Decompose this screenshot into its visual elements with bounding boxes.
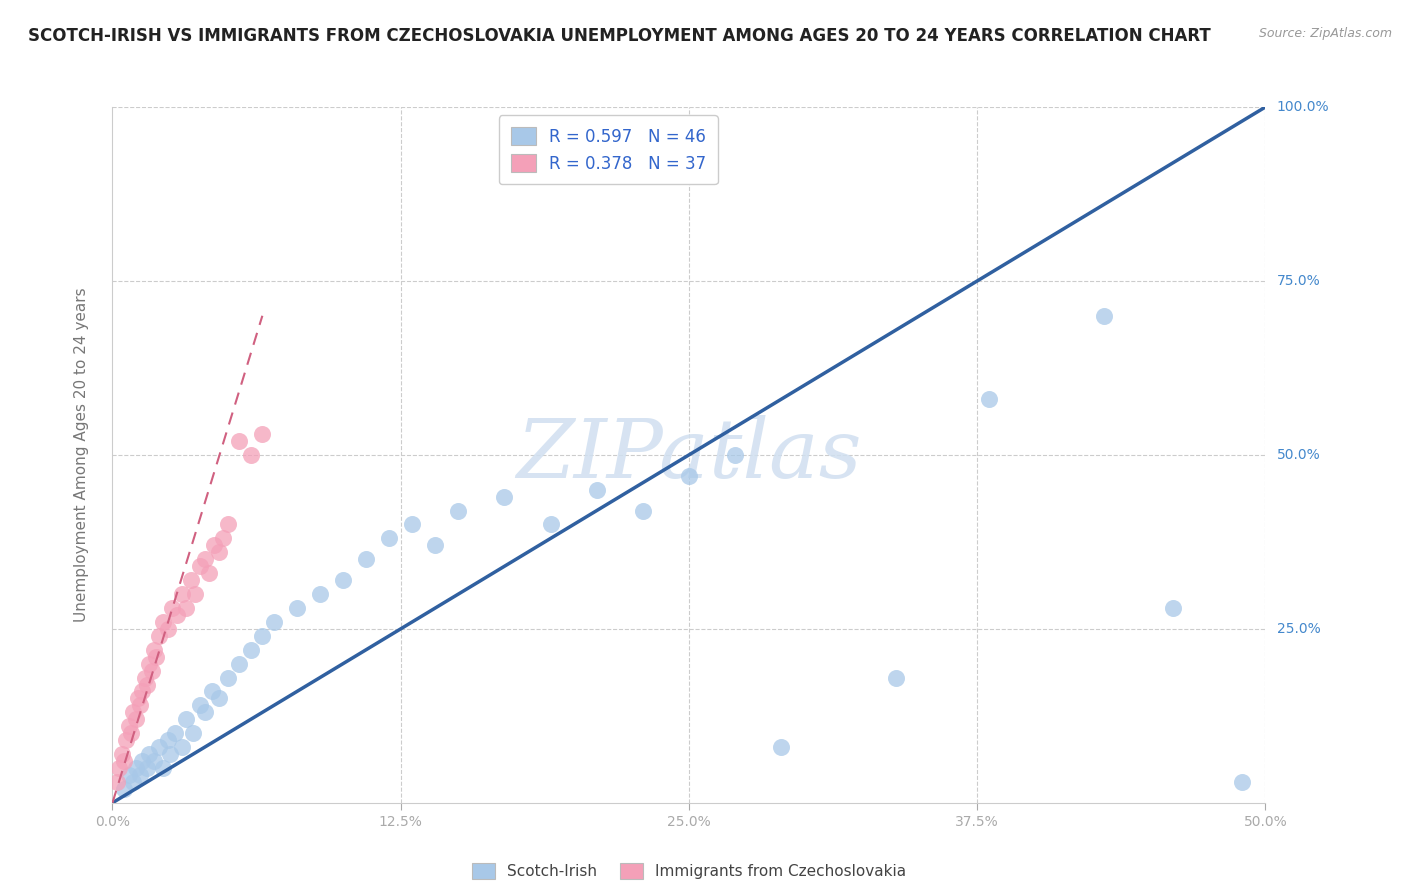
Point xyxy=(207,691,229,706)
Point xyxy=(977,392,1000,407)
Text: 75.0%: 75.0% xyxy=(1277,274,1320,288)
Point xyxy=(217,517,239,532)
Point xyxy=(112,781,135,796)
Point xyxy=(188,559,211,574)
Point xyxy=(239,448,262,462)
Point xyxy=(194,552,217,566)
Point xyxy=(105,775,128,789)
Point xyxy=(201,684,224,698)
Point xyxy=(724,448,747,462)
Point xyxy=(494,490,516,504)
Point xyxy=(141,664,163,678)
Text: 25.0%: 25.0% xyxy=(1277,622,1320,636)
Point xyxy=(143,754,166,768)
Text: 50.0%: 50.0% xyxy=(1277,448,1320,462)
Point xyxy=(228,657,250,671)
Point xyxy=(181,726,204,740)
Point xyxy=(585,483,607,497)
Point xyxy=(108,761,131,775)
Point xyxy=(163,726,186,740)
Point xyxy=(188,698,211,713)
Text: ZIPatlas: ZIPatlas xyxy=(516,415,862,495)
Point xyxy=(131,754,153,768)
Point xyxy=(156,733,179,747)
Point xyxy=(770,740,793,755)
Point xyxy=(1161,601,1184,615)
Text: 100.0%: 100.0% xyxy=(1277,100,1329,114)
Point xyxy=(138,747,160,761)
Point xyxy=(174,601,197,615)
Point xyxy=(239,642,262,657)
Point xyxy=(207,545,229,559)
Point xyxy=(148,629,170,643)
Point xyxy=(174,712,197,726)
Point xyxy=(115,733,138,747)
Point xyxy=(309,587,332,601)
Text: Source: ZipAtlas.com: Source: ZipAtlas.com xyxy=(1258,27,1392,40)
Point xyxy=(354,552,377,566)
Point xyxy=(212,532,235,546)
Point xyxy=(134,671,156,685)
Point xyxy=(122,706,145,720)
Y-axis label: Unemployment Among Ages 20 to 24 years: Unemployment Among Ages 20 to 24 years xyxy=(75,287,89,623)
Point xyxy=(131,684,153,698)
Point xyxy=(425,538,447,552)
Point xyxy=(285,601,308,615)
Point xyxy=(124,712,146,726)
Point xyxy=(540,517,562,532)
Point xyxy=(111,747,134,761)
Point xyxy=(202,538,225,552)
Point xyxy=(129,768,152,782)
Point xyxy=(194,706,217,720)
Point xyxy=(678,468,700,483)
Point xyxy=(252,427,274,442)
Point xyxy=(166,607,188,622)
Point xyxy=(180,573,202,587)
Point xyxy=(124,761,146,775)
Point xyxy=(143,642,166,657)
Point xyxy=(156,622,179,636)
Legend: Scotch-Irish, Immigrants from Czechoslovakia: Scotch-Irish, Immigrants from Czechoslov… xyxy=(465,856,912,886)
Point xyxy=(148,740,170,755)
Point xyxy=(138,657,160,671)
Point xyxy=(162,601,184,615)
Point xyxy=(401,517,423,532)
Point xyxy=(170,587,193,601)
Point xyxy=(120,726,142,740)
Point xyxy=(263,615,285,629)
Point xyxy=(129,698,152,713)
Point xyxy=(447,503,470,517)
Text: SCOTCH-IRISH VS IMMIGRANTS FROM CZECHOSLOVAKIA UNEMPLOYMENT AMONG AGES 20 TO 24 : SCOTCH-IRISH VS IMMIGRANTS FROM CZECHOSL… xyxy=(28,27,1211,45)
Point xyxy=(136,761,159,775)
Point xyxy=(332,573,354,587)
Point xyxy=(228,434,250,448)
Point xyxy=(136,677,159,691)
Point xyxy=(252,629,274,643)
Point xyxy=(122,775,145,789)
Point xyxy=(152,761,174,775)
Point xyxy=(117,719,139,733)
Point xyxy=(152,615,174,629)
Point xyxy=(1092,309,1115,323)
Point xyxy=(184,587,207,601)
Point xyxy=(170,740,193,755)
Point xyxy=(117,768,139,782)
Point xyxy=(127,691,149,706)
Point xyxy=(159,747,181,761)
Point xyxy=(145,649,167,664)
Point xyxy=(198,566,221,581)
Point xyxy=(112,754,135,768)
Point xyxy=(378,532,401,546)
Point xyxy=(1232,775,1254,789)
Point xyxy=(631,503,654,517)
Point xyxy=(886,671,908,685)
Point xyxy=(217,671,239,685)
